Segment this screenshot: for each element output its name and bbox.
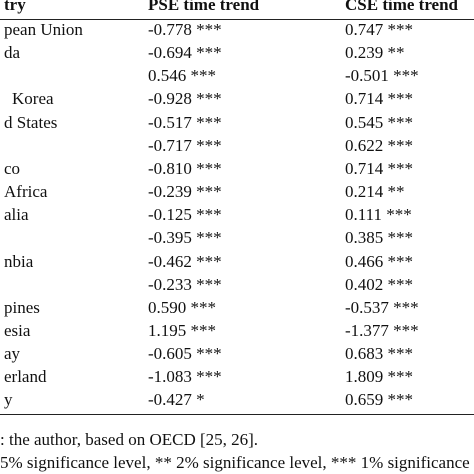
pse-cell: -0.233 *** <box>148 274 222 294</box>
bottom-rule <box>0 414 474 415</box>
pse-cell: 0.546 *** <box>148 66 216 86</box>
country-cell: esia <box>4 320 31 340</box>
footnote: : the author, based on OECD [25, 26]. <box>0 430 259 449</box>
cse-cell: 1.809 *** <box>345 367 413 387</box>
pse-cell: -0.694 *** <box>148 43 222 63</box>
cse-cell: 0.385 *** <box>345 228 413 248</box>
country-cell: Africa <box>4 182 48 202</box>
column-header: CSE time trend <box>345 0 459 14</box>
country-cell: pean Union <box>4 20 83 39</box>
pse-cell: 1.195 *** <box>148 320 216 340</box>
column-header: PSE time trend <box>148 0 260 14</box>
header-rule <box>0 19 474 20</box>
pse-cell: -0.928 *** <box>148 89 222 109</box>
cse-cell: 0.714 *** <box>345 89 413 109</box>
country-cell: ay <box>4 344 21 364</box>
pse-cell: 0.590 *** <box>148 297 216 317</box>
cse-cell: 0.683 *** <box>345 344 413 364</box>
cse-cell: 0.622 *** <box>345 135 413 155</box>
country-cell: da <box>4 43 21 63</box>
pse-cell: -0.605 *** <box>148 344 222 364</box>
cse-cell: -0.537 *** <box>345 297 419 317</box>
country-cell: d States <box>4 112 58 132</box>
country-cell: pines <box>4 297 40 317</box>
pse-cell: -0.395 *** <box>148 228 222 248</box>
cse-cell: 0.747 *** <box>345 20 413 39</box>
pse-cell: -0.517 *** <box>148 112 222 132</box>
cse-cell: 0.214 ** <box>345 182 405 202</box>
cse-cell: 0.466 *** <box>345 251 413 271</box>
column-header: try <box>4 0 26 14</box>
cse-cell: 0.239 ** <box>345 43 405 63</box>
country-cell: co <box>4 158 21 178</box>
footnote: 5% significance level, ** 2% significanc… <box>0 453 474 472</box>
country-cell: y <box>4 390 13 410</box>
cse-cell: 0.659 *** <box>345 390 413 410</box>
pse-cell: -0.778 *** <box>148 20 222 39</box>
pse-cell: -0.239 *** <box>148 182 222 202</box>
cse-cell: 0.545 *** <box>345 112 413 132</box>
pse-cell: -0.717 *** <box>148 135 222 155</box>
country-cell: alia <box>4 205 29 225</box>
pse-cell: -1.083 *** <box>148 367 222 387</box>
country-cell: Korea <box>12 89 54 109</box>
cse-cell: 0.111 *** <box>345 205 412 225</box>
cse-cell: -0.501 *** <box>345 66 419 86</box>
country-cell: nbia <box>4 251 34 271</box>
country-cell: erland <box>4 367 47 387</box>
pse-cell: -0.462 *** <box>148 251 222 271</box>
pse-cell: -0.125 *** <box>148 205 222 225</box>
cse-cell: 0.714 *** <box>345 158 413 178</box>
pse-cell: -0.427 * <box>148 390 205 410</box>
pse-cell: -0.810 *** <box>148 158 222 178</box>
cse-cell: 0.402 *** <box>345 274 413 294</box>
cse-cell: -1.377 *** <box>345 320 419 340</box>
